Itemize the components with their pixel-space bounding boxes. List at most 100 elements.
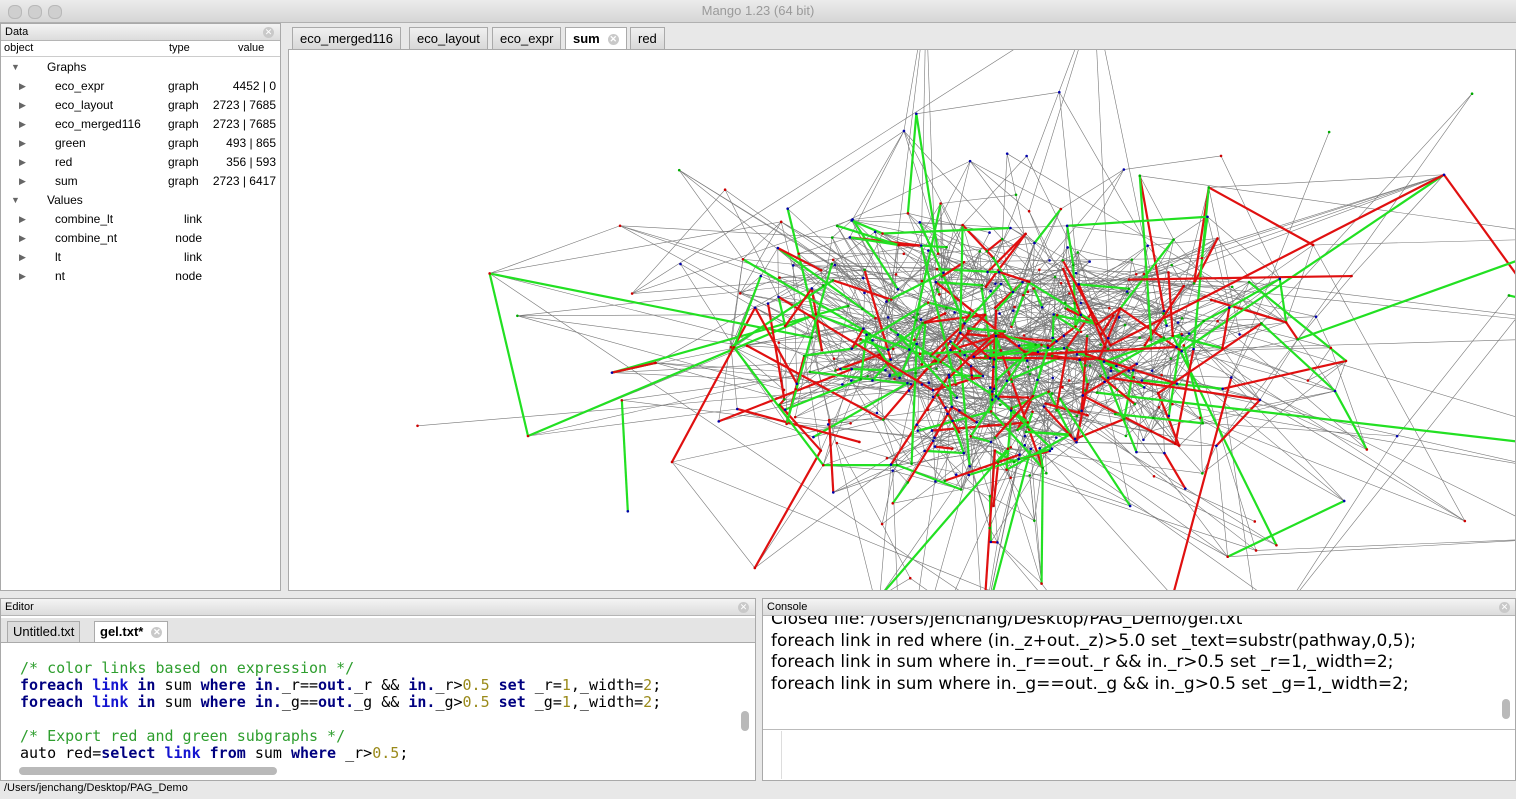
network-node[interactable] xyxy=(878,353,881,356)
network-node[interactable] xyxy=(1085,334,1089,338)
network-node[interactable] xyxy=(958,349,962,353)
network-node[interactable] xyxy=(1079,301,1083,305)
network-node[interactable] xyxy=(980,287,984,291)
network-node[interactable] xyxy=(1024,232,1027,236)
network-node[interactable] xyxy=(1090,311,1094,314)
network-node[interactable] xyxy=(795,382,799,386)
network-node[interactable] xyxy=(942,271,945,275)
network-node[interactable] xyxy=(1215,444,1218,448)
network-node[interactable] xyxy=(1022,350,1026,353)
network-node[interactable] xyxy=(797,252,801,255)
network-node[interactable] xyxy=(1009,409,1013,412)
network-node[interactable] xyxy=(1117,316,1121,319)
network-node[interactable] xyxy=(738,292,742,295)
network-node[interactable] xyxy=(915,318,918,322)
network-node[interactable] xyxy=(934,480,937,483)
network-node[interactable] xyxy=(887,348,890,352)
network-node[interactable] xyxy=(1097,357,1101,360)
network-node[interactable] xyxy=(1081,394,1085,397)
network-node[interactable] xyxy=(926,408,930,412)
network-node[interactable] xyxy=(1011,290,1015,294)
network-node[interactable] xyxy=(1079,330,1083,334)
network-node[interactable] xyxy=(620,398,624,402)
network-node[interactable] xyxy=(1026,365,1030,369)
network-node[interactable] xyxy=(1055,339,1058,343)
network-node[interactable] xyxy=(1329,346,1333,350)
network-node[interactable] xyxy=(953,311,956,314)
network-node[interactable] xyxy=(831,258,835,262)
network-node[interactable] xyxy=(871,338,874,342)
network-node[interactable] xyxy=(1327,130,1331,134)
network-node[interactable] xyxy=(891,469,894,472)
network-node[interactable] xyxy=(839,367,842,371)
network-node[interactable] xyxy=(885,456,889,460)
network-node[interactable] xyxy=(1079,313,1083,317)
network-node[interactable] xyxy=(993,306,997,309)
network-node[interactable] xyxy=(888,373,892,377)
network-node[interactable] xyxy=(1051,376,1055,380)
network-node[interactable] xyxy=(989,410,993,413)
network-node[interactable] xyxy=(1046,344,1049,347)
network-node[interactable] xyxy=(1123,323,1127,327)
network-node[interactable] xyxy=(1192,282,1196,285)
network-node[interactable] xyxy=(1314,315,1318,318)
network-node[interactable] xyxy=(920,363,924,366)
network-node[interactable] xyxy=(833,263,837,267)
network-node[interactable] xyxy=(1010,325,1013,329)
network-node[interactable] xyxy=(993,331,997,335)
network-node[interactable] xyxy=(831,491,835,494)
network-node[interactable] xyxy=(1059,207,1063,211)
network-node[interactable] xyxy=(924,321,927,324)
network-node[interactable] xyxy=(992,365,995,369)
network-node[interactable] xyxy=(1254,549,1258,552)
network-node[interactable] xyxy=(831,278,835,282)
network-node[interactable] xyxy=(997,397,1000,400)
network-node[interactable] xyxy=(777,295,780,299)
network-node[interactable] xyxy=(1132,369,1135,372)
network-node[interactable] xyxy=(929,354,933,358)
network-node[interactable] xyxy=(886,316,890,319)
network-node[interactable] xyxy=(1306,379,1310,382)
network-node[interactable] xyxy=(1152,416,1155,420)
tree-row[interactable]: ▶ eco_layout graph 2723 | 7685 xyxy=(1,96,280,115)
network-node[interactable] xyxy=(997,270,1001,274)
network-node[interactable] xyxy=(873,230,877,234)
network-node[interactable] xyxy=(907,389,911,392)
network-node[interactable] xyxy=(939,360,942,364)
network-node[interactable] xyxy=(1102,360,1106,363)
network-node[interactable] xyxy=(1088,364,1092,367)
network-node[interactable] xyxy=(944,406,947,409)
network-node[interactable] xyxy=(785,422,788,426)
network-node[interactable] xyxy=(951,419,954,423)
network-node[interactable] xyxy=(913,338,916,341)
network-node[interactable] xyxy=(819,268,823,272)
network-node[interactable] xyxy=(1031,410,1034,414)
network-node[interactable] xyxy=(968,159,972,163)
network-node[interactable] xyxy=(935,288,939,291)
network-node[interactable] xyxy=(1058,397,1062,400)
network-node[interactable] xyxy=(943,312,947,315)
network-node[interactable] xyxy=(996,541,999,544)
network-node[interactable] xyxy=(972,355,976,359)
network-node[interactable] xyxy=(949,340,952,343)
network-node[interactable] xyxy=(1284,321,1288,324)
network-node[interactable] xyxy=(1175,345,1178,349)
network-node[interactable] xyxy=(947,373,951,377)
network-node[interactable] xyxy=(1201,472,1204,475)
network-node[interactable] xyxy=(610,371,614,374)
network-node[interactable] xyxy=(946,412,949,416)
network-node[interactable] xyxy=(1134,272,1138,276)
network-node[interactable] xyxy=(1048,449,1052,453)
network-node[interactable] xyxy=(858,440,861,444)
network-node[interactable] xyxy=(1140,379,1144,382)
scrollbar[interactable] xyxy=(19,767,277,775)
network-node[interactable] xyxy=(990,393,994,396)
network-node[interactable] xyxy=(988,494,992,498)
network-node[interactable] xyxy=(1009,226,1012,230)
tree-row[interactable]: ▶ eco_expr graph 4452 | 0 xyxy=(1,77,280,96)
network-node[interactable] xyxy=(766,302,770,305)
network-node[interactable] xyxy=(793,415,797,419)
network-node[interactable] xyxy=(741,257,745,261)
network-node[interactable] xyxy=(1061,258,1065,262)
network-node[interactable] xyxy=(935,367,938,371)
